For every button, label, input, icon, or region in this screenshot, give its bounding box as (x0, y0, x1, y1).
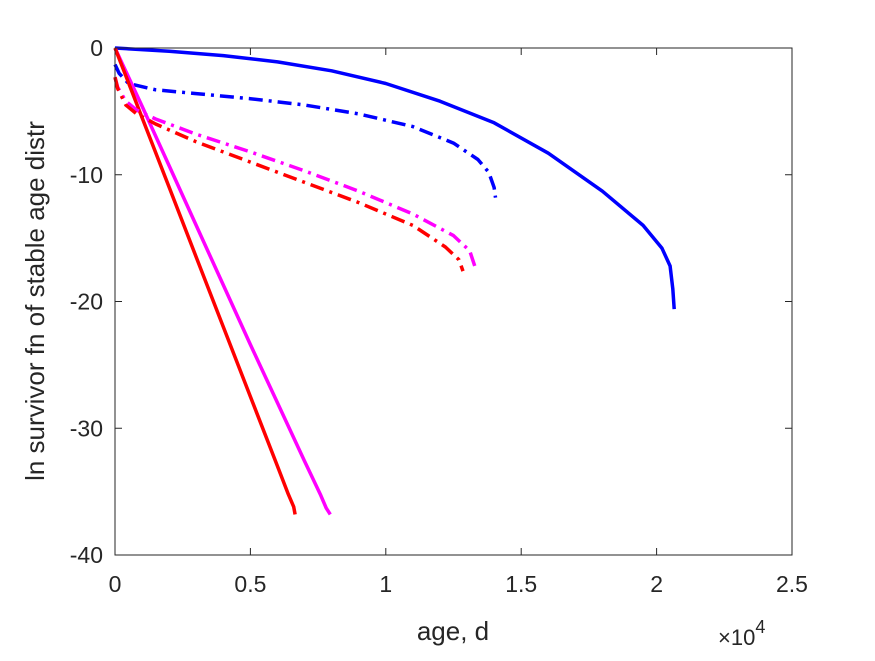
y-tick-label: 0 (90, 35, 103, 61)
y-tick-label: -30 (70, 415, 103, 441)
series-line-2 (113, 63, 498, 198)
x-tick-label: 2.5 (776, 571, 808, 597)
x-tick-label: 1.5 (505, 571, 537, 597)
series-line-4 (113, 47, 297, 515)
series-layer (113, 46, 676, 516)
y-tick-label: -40 (70, 542, 103, 568)
series-line-6 (113, 76, 465, 272)
series-line-5 (113, 76, 477, 268)
x-axis-exponent: ×104 (718, 617, 765, 650)
series-line-3 (113, 47, 332, 516)
x-axis-label: age, d (417, 616, 489, 646)
x-axis-exponent-base: ×10 (718, 625, 755, 650)
x-tick-label: 0 (109, 571, 122, 597)
y-tick-label: -10 (70, 162, 103, 188)
x-tick-label: 0.5 (234, 571, 266, 597)
plot-area (115, 48, 792, 555)
x-tick-label: 1 (379, 571, 392, 597)
x-tick-label: 2 (650, 571, 663, 597)
tick-layer: 0 0.5 1 1.5 2 2.5 0 -10 -20 -30 -40 (70, 35, 808, 597)
y-tick-label: -20 (70, 289, 103, 315)
x-axis-exponent-power: 4 (755, 617, 765, 637)
series-line-1 (114, 46, 676, 310)
y-axis-label: ln survivor fn of stable age distr (20, 121, 50, 481)
